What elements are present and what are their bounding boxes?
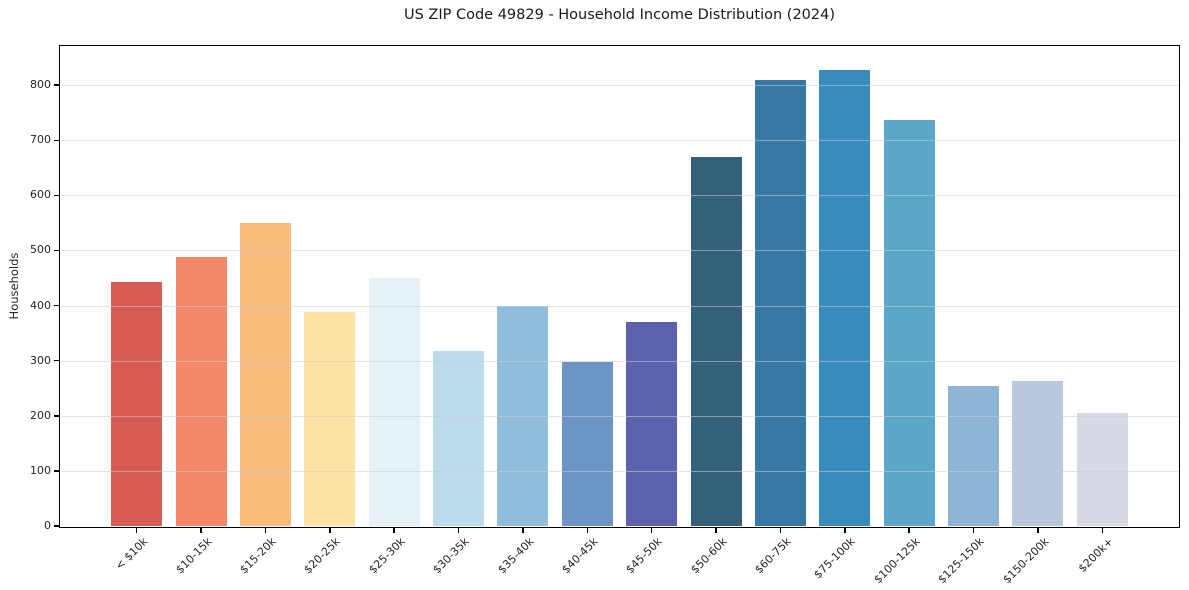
x-tick-mark xyxy=(393,528,395,533)
gridline-y-700 xyxy=(61,140,1178,142)
x-tick-label: $25-30k xyxy=(366,535,408,577)
x-tick-mark xyxy=(457,528,460,533)
x-tick-mark xyxy=(329,528,331,533)
bar-$45-50k xyxy=(626,322,678,526)
y-tick-label: 300 xyxy=(30,353,51,367)
x-tick-mark xyxy=(715,528,717,533)
x-tick-label: $30-35k xyxy=(430,535,472,577)
bar-$200k+ xyxy=(1076,413,1128,526)
x-tick-label: $50-60k xyxy=(687,535,730,577)
bar-$125-150k xyxy=(948,386,1000,526)
x-tick-label: $75-100k xyxy=(811,535,859,582)
x-tick-label: $100-125k xyxy=(871,535,923,587)
y-tick-label: 400 xyxy=(30,298,51,312)
bar-$40-45k xyxy=(561,362,613,526)
y-tick-mark xyxy=(54,359,59,362)
y-tick-mark xyxy=(54,249,59,252)
bar-$100-125k xyxy=(883,120,935,526)
y-tick-mark xyxy=(54,470,59,472)
y-tick-mark xyxy=(54,415,59,417)
bar-$25-30k xyxy=(368,278,420,526)
x-tick-mark xyxy=(908,528,910,533)
x-tick-mark xyxy=(200,528,202,533)
y-tick-label: 200 xyxy=(30,408,51,422)
x-tick-label: $15-20k xyxy=(237,535,279,577)
y-tick-label: 700 xyxy=(30,133,51,147)
x-tick-label: $35-40k xyxy=(494,535,537,577)
x-tick-mark xyxy=(1037,528,1039,533)
x-tick-mark xyxy=(779,528,782,533)
x-tick-mark xyxy=(972,528,975,533)
y-tick-mark xyxy=(54,194,59,197)
y-tick-mark xyxy=(54,84,59,86)
x-tick-label: < $10k xyxy=(112,535,150,573)
gridline-y-300 xyxy=(61,360,1178,362)
bar-< $10k xyxy=(111,282,163,526)
bar-$50-60k xyxy=(690,156,742,526)
x-tick-label: $150-200k xyxy=(999,535,1052,587)
x-tick-label: $10-15k xyxy=(172,535,215,577)
bar-$60-75k xyxy=(754,79,806,526)
x-tick-mark xyxy=(844,528,846,533)
y-tick-label: 0 xyxy=(44,519,51,532)
bar-$20-25k xyxy=(304,312,356,526)
gridline-y-400 xyxy=(61,305,1178,307)
gridline-y-500 xyxy=(61,250,1178,252)
x-tick-label: $45-50k xyxy=(623,535,665,577)
x-tick-mark xyxy=(650,528,653,533)
bar-$75-100k xyxy=(819,69,871,526)
y-tick-label: 500 xyxy=(30,243,51,257)
x-tick-label: $20-25k xyxy=(301,535,344,577)
x-tick-mark xyxy=(135,528,138,533)
chart-title: US ZIP Code 49829 - Household Income Dis… xyxy=(403,7,836,23)
y-tick-mark xyxy=(54,525,59,527)
x-tick-label: $40-45k xyxy=(559,535,601,577)
y-tick-label: 100 xyxy=(30,463,51,477)
bar-$30-35k xyxy=(433,350,485,526)
x-tick-label: $200k+ xyxy=(1075,535,1116,576)
x-tick-label: $60-75k xyxy=(752,535,794,577)
x-tick-mark xyxy=(1101,528,1104,533)
x-tick-mark xyxy=(522,528,524,533)
gridline-y-100 xyxy=(61,470,1178,472)
gridline-y-600 xyxy=(61,195,1178,197)
gridline-y-200 xyxy=(61,415,1178,417)
x-tick-mark xyxy=(264,528,267,533)
y-tick-mark xyxy=(54,139,59,142)
gridline-y-800 xyxy=(61,85,1178,87)
bar-$15-20k xyxy=(239,222,291,526)
bar-$10-15k xyxy=(175,256,227,526)
x-tick-label: $125-150k xyxy=(935,535,987,587)
y-tick-mark xyxy=(54,304,59,307)
x-tick-mark xyxy=(586,528,589,533)
y-tick-label: 600 xyxy=(30,188,51,202)
bar-$150-200k xyxy=(1012,380,1064,526)
y-tick-label: 800 xyxy=(30,78,51,92)
